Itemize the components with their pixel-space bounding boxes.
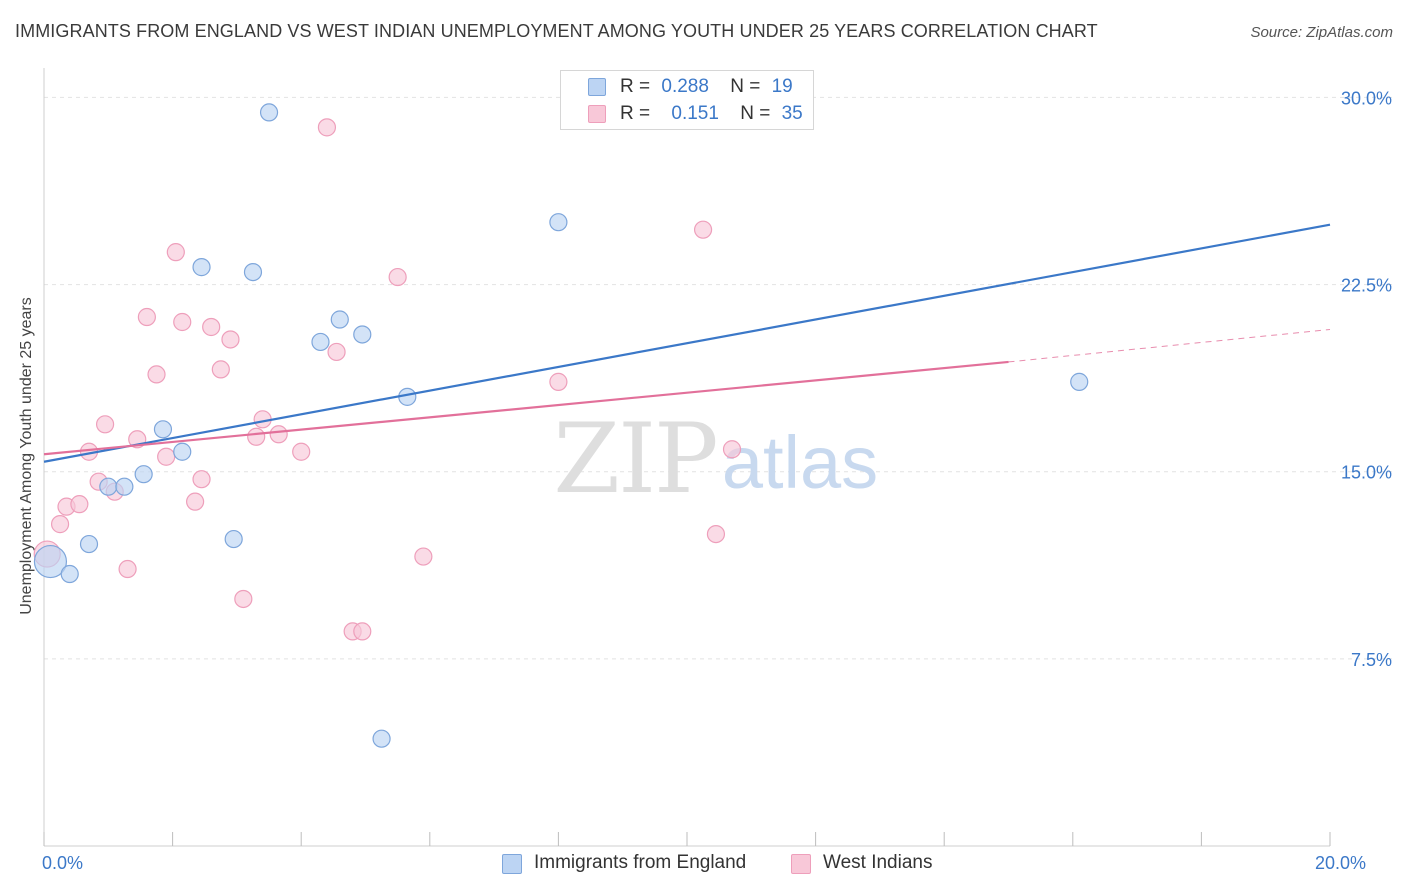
watermark-zip: ZIP [553,403,716,515]
n-value: 35 [781,103,803,124]
england-point [153,420,173,439]
west-indians-point [50,515,70,534]
watermark: ZIP atlas [553,403,878,515]
y-tick-label: 30.0% [1341,88,1392,108]
legend-label: Immigrants from England [534,852,747,873]
west-indians-point [192,470,211,489]
source-credit: Source: ZipAtlas.com [1250,24,1393,41]
grid [44,96,1392,660]
england-point [173,442,192,461]
west-indians-point [234,589,253,609]
west-indians-point [693,220,713,239]
west-indians-point [292,442,311,461]
west-indians-point [173,312,192,332]
west-indians-point [247,427,266,446]
x-tick-label: 0.0% [42,853,83,873]
west-indians-point [317,118,337,137]
west-indians-point [549,372,568,391]
n-label: N = [740,103,771,124]
england-swatch [588,78,606,96]
west-indians-point [166,243,185,262]
west-indians-point [706,524,726,544]
england-point [353,325,372,344]
england-point [33,544,68,579]
chart-title: IMMIGRANTS FROM ENGLAND VS WEST INDIAN U… [15,21,1098,41]
tick-labels: 7.5% 15.0% 22.5% 30.0% 0.0% 20.0% [42,88,1392,873]
west-indians-point [327,342,346,362]
west-indians-point [137,307,156,327]
n-label: N = [730,76,761,97]
watermark-atlas: atlas [722,421,878,504]
y-tick-label: 15.0% [1341,463,1392,483]
england-swatch [502,854,522,874]
n-value: 19 [771,76,793,97]
west-indians-point [221,330,240,349]
england-point [134,465,153,484]
england-point [1070,372,1089,391]
england-point [259,103,279,122]
correlation-legend: R = 0.288 N = 19 R = 0.151 N = 35 [560,70,814,130]
west-indians-point [95,415,115,434]
y-tick-label: 22.5% [1341,276,1392,296]
west-indians-trend-line [43,360,1009,456]
west-indians-point [722,440,742,459]
england-point [60,564,79,584]
west-indians-swatch [588,105,606,123]
r-label: R = [620,103,651,124]
west-indians-point [70,495,89,514]
r-value: 0.151 [671,103,719,124]
england-point [224,529,243,549]
england-point [192,258,211,277]
england-point [311,332,330,352]
axes [43,68,1331,847]
r-label: R = [620,76,651,97]
england-point [243,262,263,282]
west-indians-point [118,559,137,579]
west-indians-point [157,447,176,466]
england-point [79,534,99,554]
west-indians-point [414,547,433,566]
west-indians-point [353,622,372,641]
series-legend: Immigrants from England West Indians [0,850,1406,878]
england-points [33,103,1089,748]
west-indians-trend-extension [1008,328,1331,363]
r-value: 0.288 [661,76,709,97]
england-point [330,310,349,329]
west-indians-points [33,118,742,641]
england-point [549,213,568,232]
y-tick-label: 7.5% [1351,650,1392,670]
west-indians-point [388,267,407,287]
england-point [372,729,391,748]
england-trend-line [43,223,1331,463]
west-indians-point [269,425,288,444]
west-indians-swatch [791,854,811,874]
trend-lines [43,223,1331,463]
england-point [115,477,134,496]
legend-label: West Indians [823,852,933,873]
west-indians-point [147,365,166,384]
england-point [99,477,118,496]
west-indians-point [202,317,221,337]
west-indians-point [211,360,230,379]
west-indians-point [186,492,205,511]
x-tick-label: 20.0% [1315,853,1366,873]
